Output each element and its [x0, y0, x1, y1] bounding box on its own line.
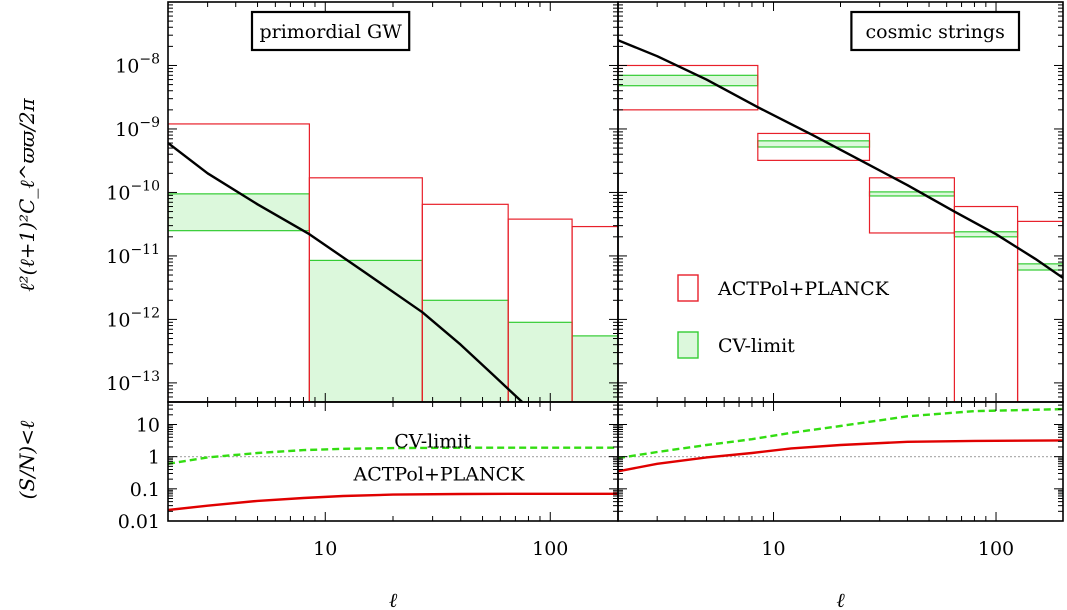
y-axis-title: ℓ²(ℓ+1)²C_ℓ^ϖϖ/2π: [15, 97, 39, 291]
sn-frame: [617, 401, 1064, 522]
band-power-plot: [618, 39, 1063, 402]
cv-bin: [757, 140, 871, 148]
x-tick-label: 10: [313, 538, 337, 560]
sn-tick-label: 0.01: [118, 511, 160, 533]
sn-annotation: ACTPol+PLANCK: [352, 463, 525, 485]
cv-bin: [421, 299, 509, 402]
x-axis-title: ℓ: [389, 588, 398, 610]
y-tick-label: 10−10: [106, 178, 160, 204]
title-frame: [850, 10, 1021, 52]
y-tick-label: 10−9: [115, 115, 160, 141]
cv-bin: [868, 191, 955, 197]
sn-plot: [618, 407, 1063, 473]
sn-tick-label: 0.1: [130, 479, 160, 501]
sn-cv-curve: [168, 446, 618, 465]
measurement-bin: [168, 123, 310, 402]
y-tick-label: 10−12: [106, 305, 160, 331]
sn-tick-label: 1: [148, 447, 160, 469]
cv-bin: [168, 193, 310, 232]
panel-title-box: cosmic strings: [850, 10, 1021, 52]
cv-bin: [308, 259, 423, 402]
panel-2: 10 100 ℓ cosmic strings: [617, 1, 1064, 610]
legend-label: CV-limit: [718, 335, 795, 357]
cv-bin: [618, 74, 759, 87]
legend-swatch-cv: [677, 331, 699, 359]
panel-title: primordial GW: [259, 21, 402, 43]
x-tick-label: 100: [532, 538, 568, 560]
measurement-bin: [868, 177, 955, 234]
band-power-plot: [168, 123, 618, 402]
theory-curve: [168, 142, 524, 402]
sn-cv-curve: [618, 407, 1063, 460]
measurement-bin: [757, 132, 871, 161]
x-tick-label: 10: [761, 538, 785, 560]
y-tick-label: 10−8: [115, 51, 160, 77]
y-tick-label: 10−13: [106, 369, 160, 395]
sn-axis-title: (S/N)<ℓ: [15, 420, 39, 499]
theory-curve: [618, 39, 1063, 279]
legend: ACTPol+PLANCK CV-limit: [677, 274, 890, 359]
cv-bin: [1016, 263, 1063, 271]
legend-label: ACTPol+PLANCK: [717, 278, 890, 300]
sn-plot: [168, 446, 618, 512]
x-axis-title: ℓ: [836, 588, 845, 610]
cv-bin: [571, 335, 618, 402]
sn-annotation: CV-limit: [394, 430, 471, 452]
panel-title-box: primordial GW: [250, 10, 411, 52]
sn-tick-label: 10: [136, 414, 160, 436]
y-tick-label: 10−11: [106, 242, 160, 268]
sn-measurement-curve: [618, 439, 1063, 473]
measurement-bin: [1016, 220, 1063, 402]
panel-1: CV-limit ACTPol+PLANCK 10 100 ℓ primordial GW: [167, 1, 619, 610]
legend-swatch-measurement: [677, 274, 699, 302]
sn-measurement-curve: [168, 492, 618, 512]
cv-bin: [507, 321, 573, 402]
panel-title: cosmic strings: [866, 21, 1005, 43]
x-tick-label: 100: [978, 538, 1014, 560]
title-frame: [250, 10, 411, 52]
panels: CV-limit ACTPol+PLANCK 10 100 ℓ primordial GW…: [106, 1, 1064, 610]
measurement-bin: [618, 64, 759, 111]
cv-bin: [953, 231, 1019, 238]
